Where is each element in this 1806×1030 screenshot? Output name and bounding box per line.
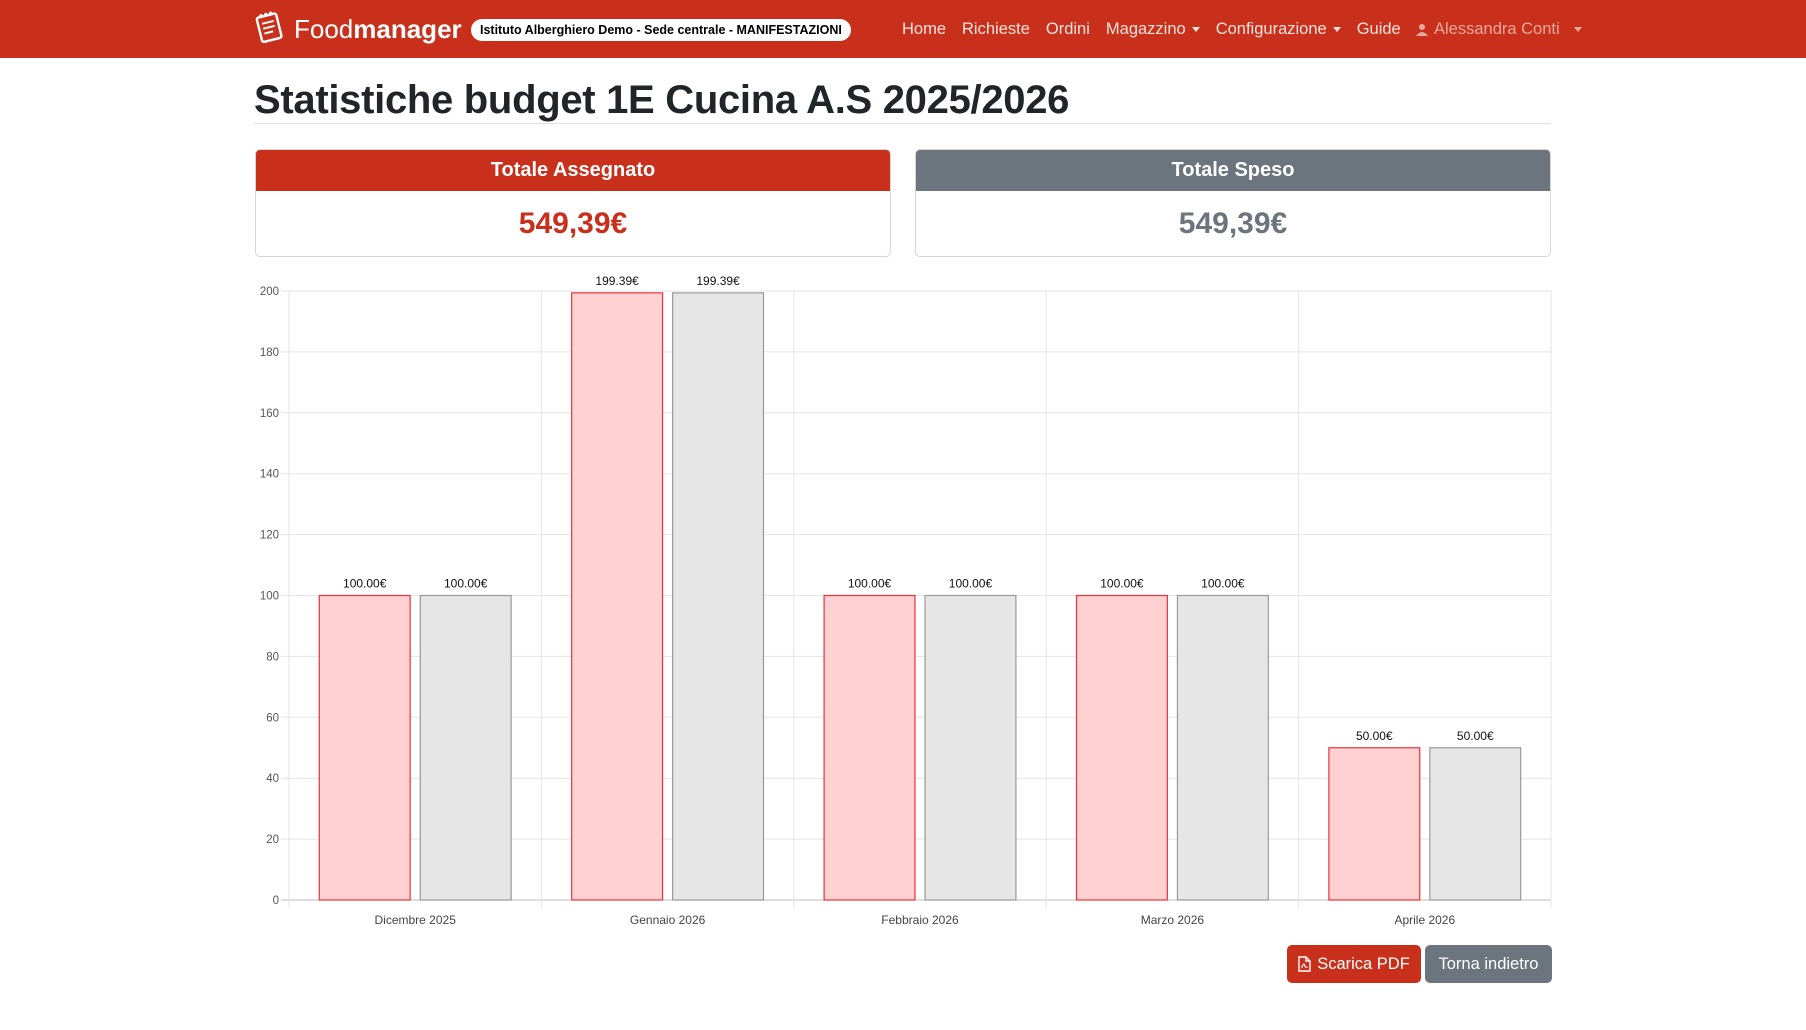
total-assigned-value: 549,39€	[518, 207, 628, 240]
y-tick-label: 0	[273, 895, 279, 907]
nav-magazzino-label: Magazzino	[1105, 19, 1186, 38]
bar-data-label: 100.00€	[444, 577, 488, 591]
total-spent-card: Totale Speso 549,39€	[915, 149, 1551, 257]
brand-name-light: Food	[294, 13, 354, 44]
spent-bar	[924, 594, 1017, 901]
person-icon	[1416, 23, 1428, 36]
bar-data-label: 199.39€	[696, 274, 740, 288]
y-tick-label: 20	[266, 834, 279, 846]
download-pdf-label: Scarica PDF	[1317, 955, 1410, 973]
assigned-bar	[1328, 747, 1421, 901]
x-tick-label: Aprile 2026	[1394, 913, 1455, 927]
nav-magazzino-dropdown[interactable]: Magazzino	[1106, 20, 1200, 39]
brand-name: Foodmanager	[294, 14, 462, 45]
y-tick-label: 140	[260, 469, 279, 481]
total-assigned-label: Totale Assegnato	[256, 150, 890, 191]
page-title: Statistiche budget 1E Cucina A.S 2025/20…	[254, 78, 1070, 122]
user-name: Alessandra Conti	[1434, 19, 1560, 38]
x-tick-label: Gennaio 2026	[630, 913, 706, 927]
bar-data-label: 100.00€	[949, 577, 993, 591]
y-tick-label: 200	[260, 286, 279, 298]
spent-bar	[1176, 594, 1269, 901]
y-tick-label: 100	[260, 591, 279, 603]
y-tick-label: 40	[266, 773, 279, 785]
spent-bar	[419, 594, 512, 901]
top-navbar: Foodmanager Istituto Alberghiero Demo - …	[0, 0, 1806, 58]
spent-bar	[672, 292, 765, 901]
nav-richieste[interactable]: Richieste	[962, 19, 1030, 38]
y-tick-label: 180	[260, 347, 279, 359]
nav-configurazione-dropdown[interactable]: Configurazione	[1216, 20, 1341, 39]
notepad-logo-icon	[254, 10, 286, 49]
chevron-down-icon	[1573, 26, 1582, 32]
back-button[interactable]: Torna indietro	[1425, 945, 1552, 983]
main-nav: Home Richieste Ordini Magazzino Configur…	[902, 0, 1417, 58]
nav-configurazione-label: Configurazione	[1215, 19, 1327, 38]
bar-data-label: 100.00€	[1201, 577, 1245, 591]
chevron-down-icon	[1191, 26, 1200, 32]
nav-home[interactable]: Home	[902, 19, 947, 38]
assigned-bar	[1075, 594, 1168, 901]
title-divider	[254, 123, 1551, 124]
y-tick-label: 60	[266, 712, 279, 724]
spent-bar	[1429, 747, 1522, 901]
total-spent-value: 549,39€	[1178, 207, 1288, 240]
y-tick-label: 120	[260, 530, 279, 542]
brand-logo[interactable]: Foodmanager	[254, 11, 462, 47]
bar-data-label: 100.00€	[343, 577, 387, 591]
bar-data-label: 50.00€	[1356, 729, 1393, 743]
nav-ordini[interactable]: Ordini	[1045, 19, 1090, 38]
file-pdf-icon	[1298, 956, 1311, 972]
budget-bar-chart: 0 20 40 60 80 100 120 140 160 180 200 100.00€ 100.00…	[260, 274, 1552, 927]
x-tick-label: Marzo 2026	[1141, 913, 1205, 927]
x-tick-label: Febbraio 2026	[881, 913, 959, 927]
bar-data-label: 199.39€	[595, 274, 639, 288]
total-spent-label: Totale Speso	[916, 150, 1550, 191]
bar-data-label: 100.00€	[1100, 577, 1144, 591]
assigned-bar	[318, 594, 411, 901]
y-tick-label: 80	[266, 651, 279, 663]
user-menu-dropdown[interactable]: Alessandra Conti	[1416, 0, 1582, 58]
chevron-down-icon	[1332, 26, 1341, 32]
bar-data-label: 50.00€	[1457, 729, 1494, 743]
download-pdf-button[interactable]: Scarica PDF	[1287, 945, 1421, 983]
brand-name-bold: manager	[353, 13, 462, 44]
nav-guide[interactable]: Guide	[1356, 19, 1401, 38]
assigned-bar	[571, 292, 664, 901]
organization-badge: Istituto Alberghiero Demo - Sede central…	[471, 19, 851, 41]
assigned-bar	[823, 594, 916, 901]
total-assigned-card: Totale Assegnato 549,39€	[255, 149, 891, 257]
bar-data-label: 100.00€	[848, 577, 892, 591]
y-tick-label: 160	[260, 408, 279, 420]
x-tick-label: Dicembre 2025	[375, 913, 457, 927]
